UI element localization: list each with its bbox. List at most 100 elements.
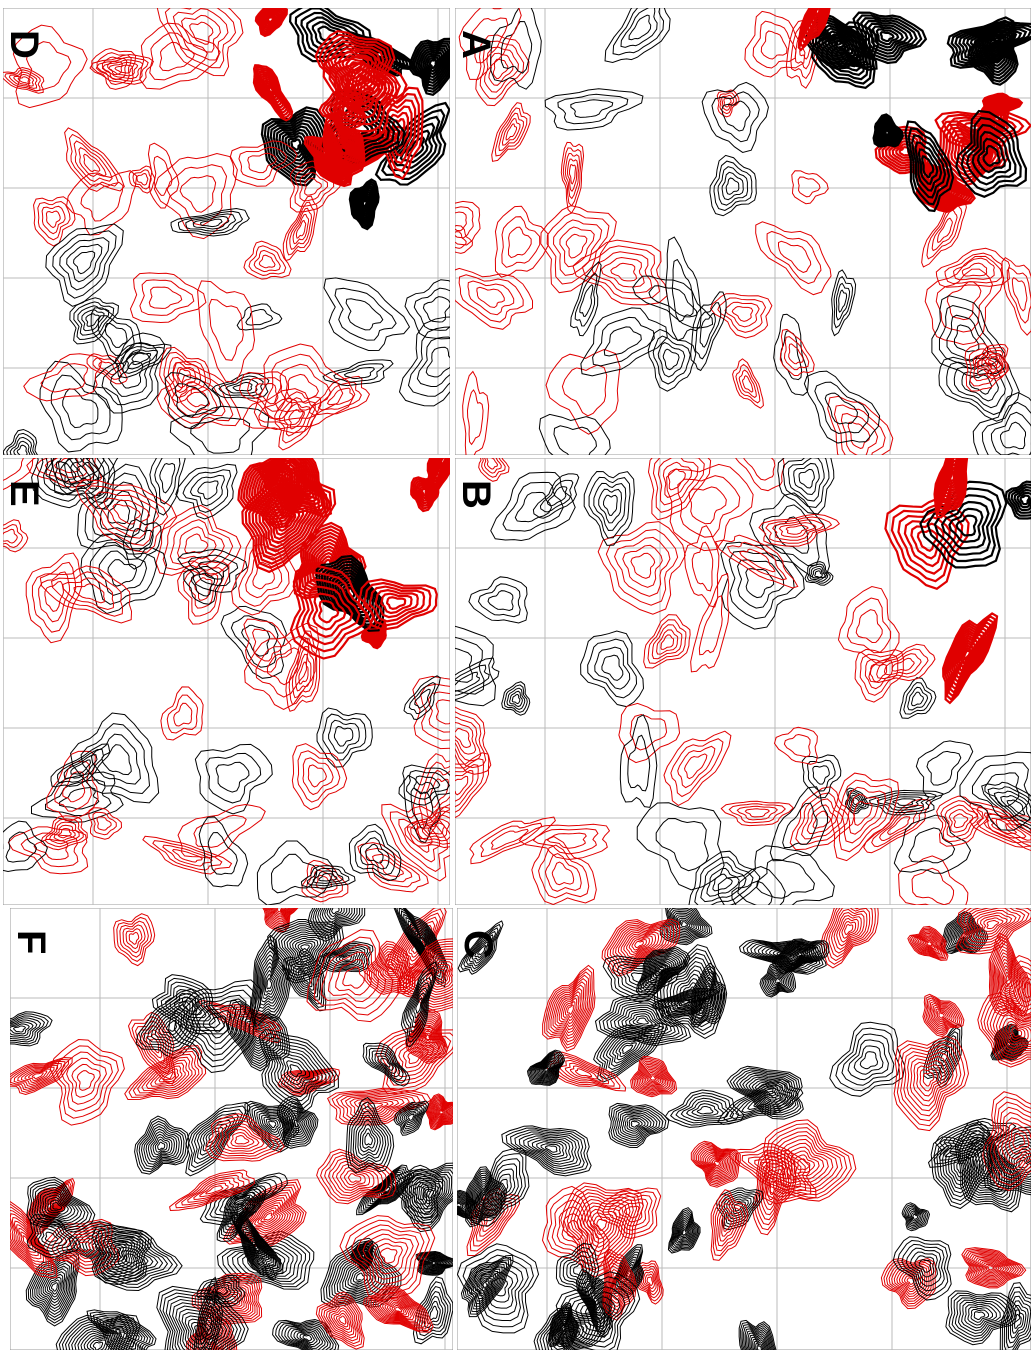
contour-line [612, 1272, 625, 1298]
contour-line [788, 947, 813, 963]
contour-line [771, 974, 785, 987]
contour-line [45, 223, 124, 307]
contour-line [354, 1245, 371, 1266]
contour-line [233, 1216, 280, 1277]
contour-line [557, 93, 629, 125]
contour-line [370, 1290, 427, 1328]
contour-line [466, 389, 484, 446]
contour-line [979, 1259, 1005, 1277]
contour-line [675, 1219, 694, 1244]
contour-line [615, 1108, 661, 1142]
contour-line [612, 8, 665, 56]
contour-line [77, 305, 110, 336]
contour-line [468, 1263, 505, 1307]
contour-line [937, 1046, 951, 1067]
contour-line [710, 293, 773, 339]
contour-line [405, 1167, 453, 1227]
contour-line [556, 987, 583, 1031]
contour-line [783, 336, 810, 371]
contour-line [268, 1120, 277, 1129]
contour-line [1000, 795, 1031, 821]
contour-line [35, 458, 95, 483]
contour-line [793, 1154, 816, 1174]
contour-line [102, 1234, 169, 1282]
contour-line [659, 908, 713, 946]
contour-line [657, 990, 712, 1015]
contour-line [320, 1296, 361, 1345]
contour-line [132, 169, 152, 190]
contour-line [254, 383, 279, 405]
contour-line [723, 1194, 755, 1223]
contour-line [1010, 486, 1031, 514]
contour-line [783, 733, 811, 758]
contour-line [320, 944, 387, 1009]
contour-line [104, 323, 128, 348]
contour-line [636, 802, 725, 891]
contour-line [205, 1126, 224, 1148]
contour-line [106, 1237, 164, 1279]
contour-line [560, 1276, 636, 1350]
contour-line [696, 1105, 714, 1115]
contour-line [264, 908, 295, 928]
contour-line [955, 908, 1031, 955]
contour-line [874, 116, 902, 146]
contour-line [226, 1128, 260, 1150]
contour-line [909, 1055, 950, 1107]
contour-line [860, 17, 918, 58]
contour-line [680, 921, 689, 928]
contour-line [962, 908, 1030, 949]
contour-line [417, 1024, 438, 1050]
contour-line [801, 754, 842, 799]
contour-line [764, 967, 792, 993]
contour-line [962, 28, 1023, 60]
contour-line [835, 43, 860, 68]
contour-line [570, 99, 614, 118]
contour-line [953, 813, 969, 829]
contour-line [914, 1255, 935, 1278]
contour-line [413, 992, 425, 1019]
contour-line [338, 953, 355, 963]
contour-line [147, 142, 180, 209]
contour-line [396, 908, 445, 981]
contour-line [284, 373, 319, 404]
contour-line [253, 942, 288, 1019]
contour-line [841, 920, 857, 939]
contour-line [751, 1080, 784, 1103]
contour-line [416, 932, 429, 952]
contour-line [457, 1201, 464, 1209]
contour-line [649, 1075, 657, 1081]
contour-line [334, 287, 397, 341]
contour-line [620, 931, 660, 960]
contour-line [965, 30, 1018, 57]
contour-line [799, 8, 836, 48]
contour-line [45, 210, 61, 229]
contour-line [103, 497, 151, 532]
contour-line [999, 421, 1027, 450]
contour-line [330, 1307, 353, 1334]
contour-line [498, 112, 524, 152]
contour-line [944, 1150, 978, 1190]
contour-line [716, 1202, 741, 1247]
contour-line [648, 1073, 658, 1083]
contour-line [119, 920, 149, 958]
contour-line [945, 618, 994, 698]
contour-line [165, 985, 216, 1025]
contour-line [363, 1285, 434, 1333]
contour-line [420, 683, 450, 741]
contour-line [984, 353, 1001, 370]
contour-line [244, 1231, 270, 1264]
contour-line [830, 38, 864, 72]
contour-line [478, 1275, 494, 1294]
contour-line [393, 1100, 430, 1136]
contour-line [362, 1042, 411, 1087]
contour-line [797, 176, 821, 198]
contour-line [946, 314, 989, 361]
contour-line [766, 230, 822, 285]
contour-line [695, 973, 722, 1019]
contour-line [754, 1156, 796, 1184]
contour-line [253, 343, 356, 431]
contour-line [3, 524, 24, 548]
contour-line [738, 369, 757, 399]
contour-line [814, 381, 870, 434]
contour-line [938, 350, 1020, 422]
